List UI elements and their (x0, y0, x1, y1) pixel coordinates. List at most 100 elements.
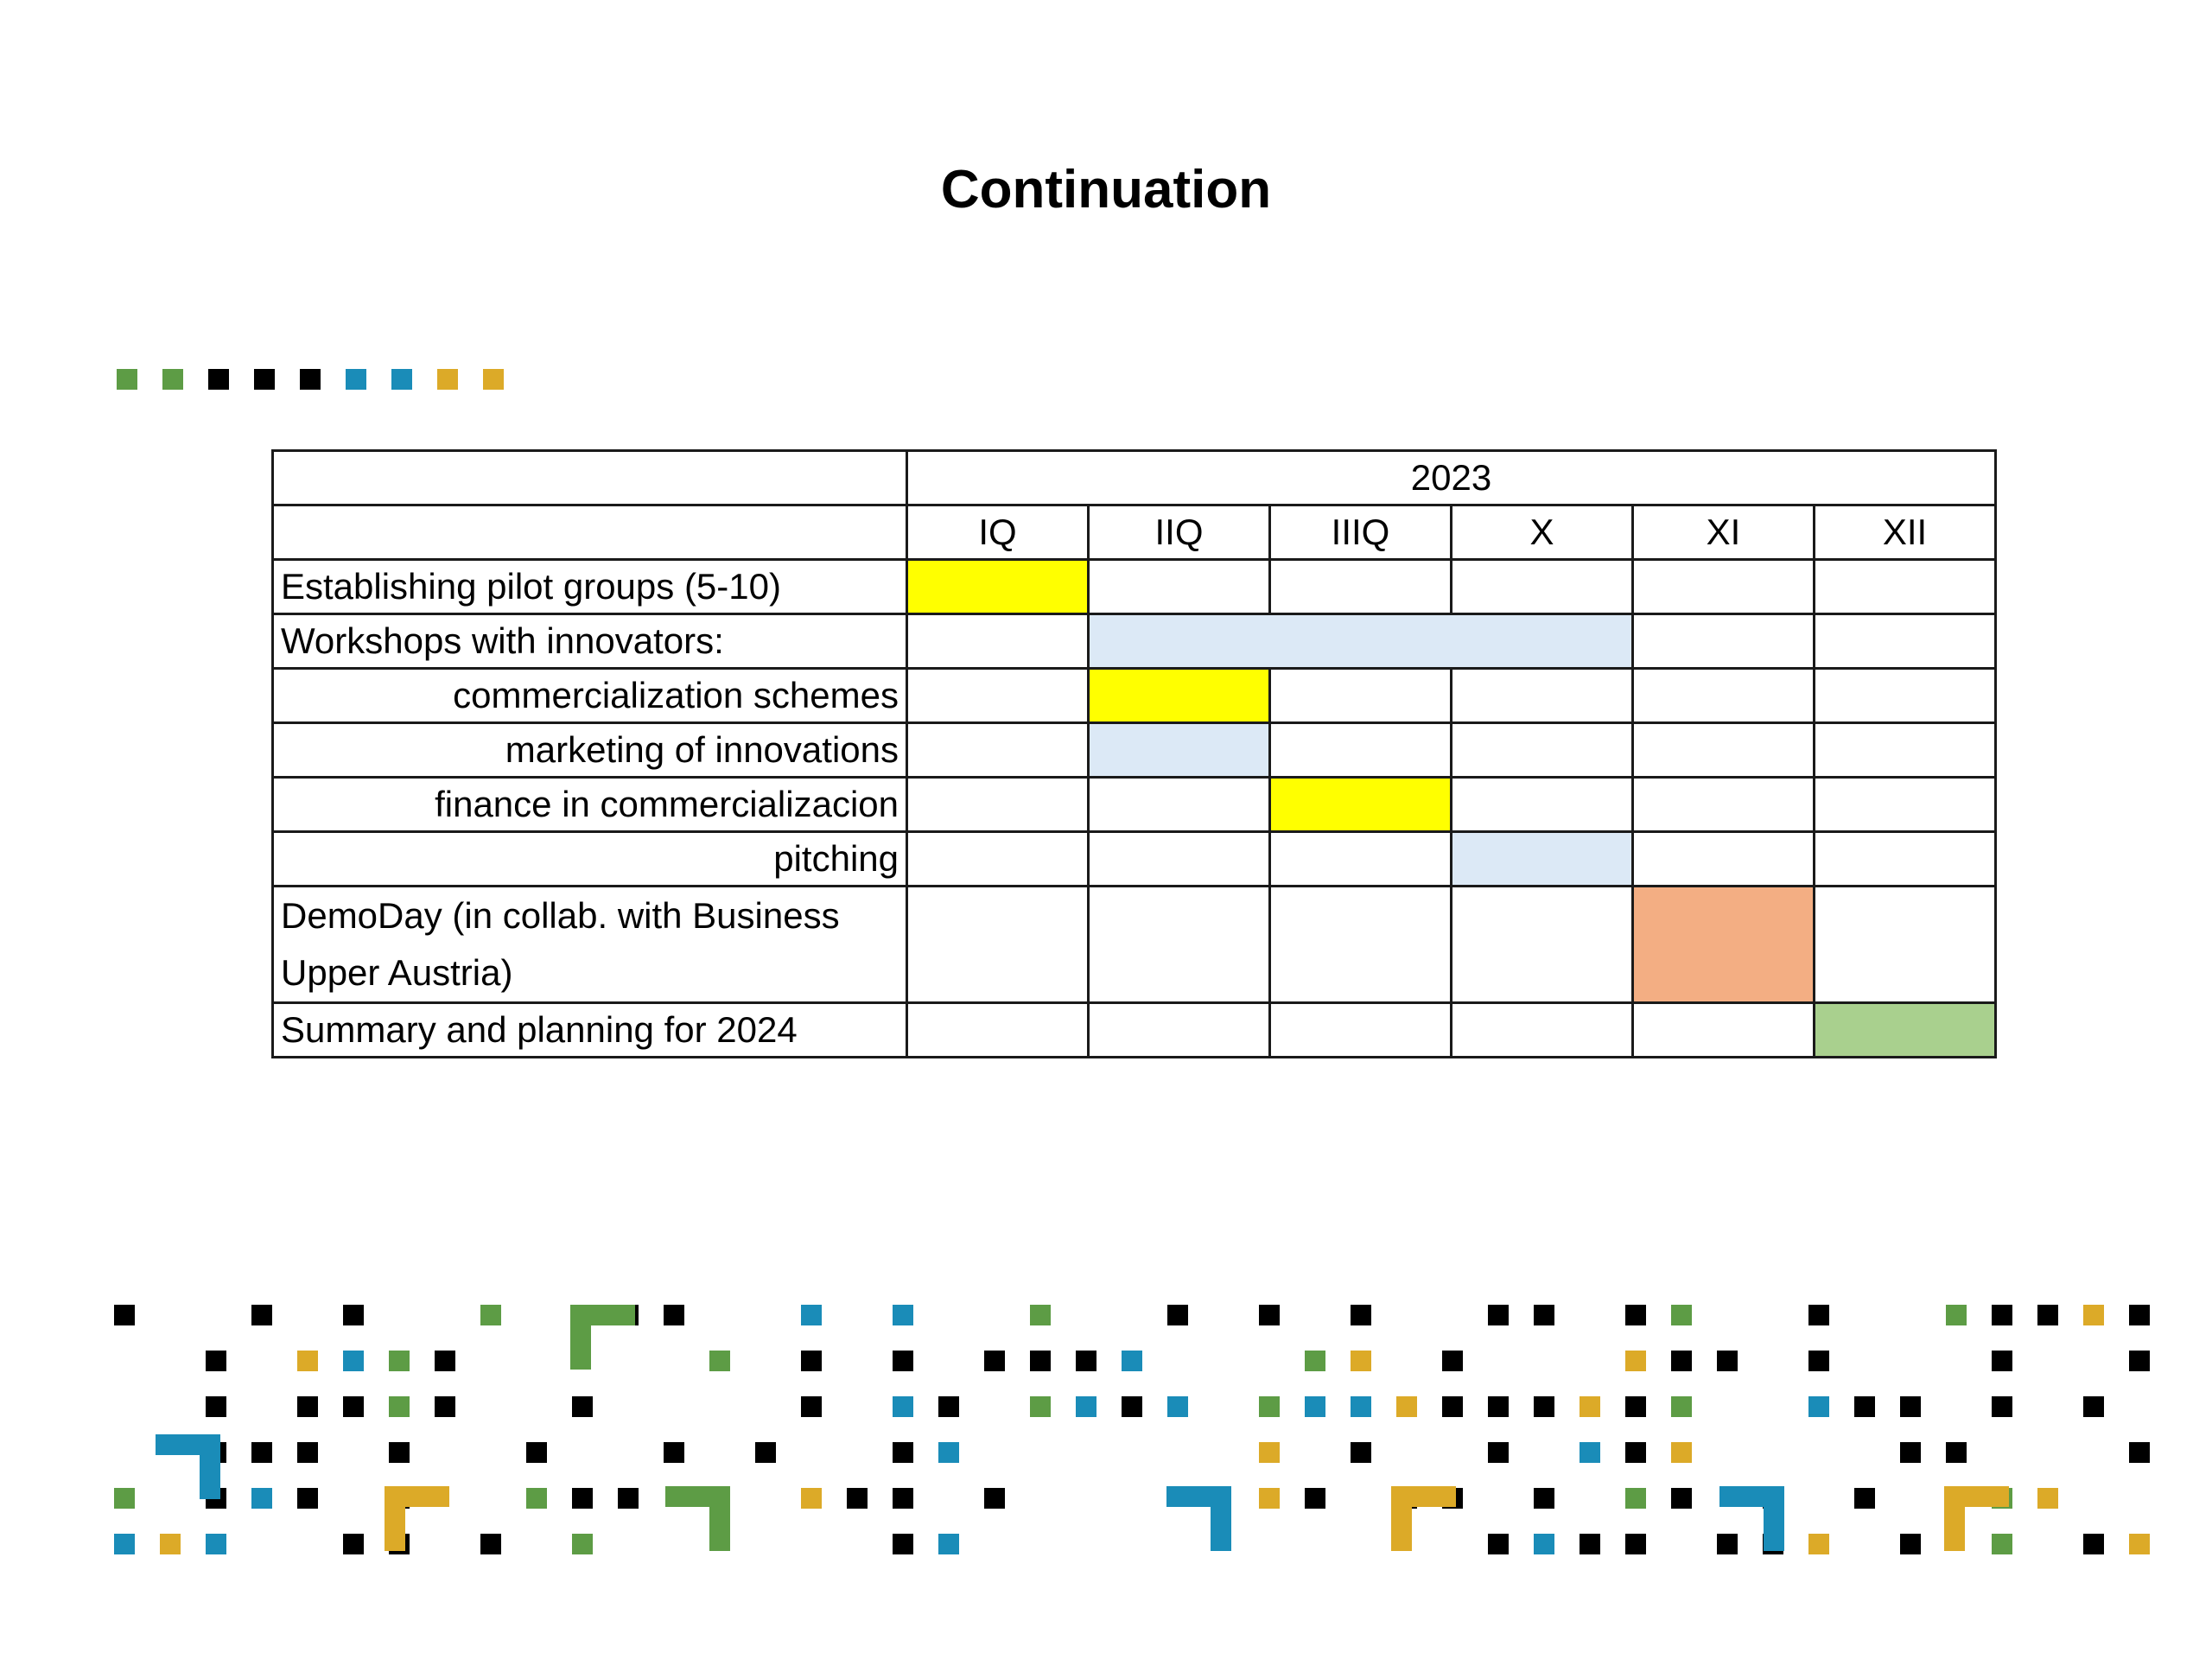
task-row: Workshops with innovators: (271, 613, 1997, 670)
schedule-bar (1813, 1001, 1997, 1058)
decorative-square (2129, 1305, 2150, 1325)
schedule-cell (1813, 885, 1997, 1004)
decorative-square (1396, 1396, 1417, 1417)
decorative-square (1854, 1396, 1875, 1417)
schedule-cell (906, 613, 1090, 670)
task-label: finance in commercializacion (271, 776, 908, 833)
decorative-square (343, 1396, 364, 1417)
decorative-square (2129, 1534, 2150, 1554)
decorative-square (114, 1305, 135, 1325)
decorative-square (1259, 1305, 1280, 1325)
schedule-bar (1631, 885, 1815, 1004)
decorative-square (435, 1351, 455, 1371)
decorative-bracket (570, 1305, 635, 1370)
task-label: marketing of innovations (271, 721, 908, 779)
decorative-square (1488, 1442, 1509, 1463)
decorative-square (1122, 1396, 1142, 1417)
schedule-cell (906, 776, 1090, 833)
schedule-cell (1087, 558, 1271, 615)
task-row: DemoDay (in collab. with Business Upper … (271, 885, 1997, 1004)
decorative-square (1167, 1396, 1188, 1417)
decorative-square (709, 1351, 730, 1371)
decorative-square (526, 1442, 547, 1463)
schedule-cell (1813, 721, 1997, 779)
decorative-square (801, 1351, 822, 1371)
task-label: Workshops with innovators: (271, 613, 908, 670)
decorative-square (2037, 1488, 2058, 1509)
decorative-square (483, 369, 504, 390)
decorative-square (1534, 1396, 1554, 1417)
decorative-square (1351, 1305, 1371, 1325)
decorative-bracket (385, 1486, 449, 1551)
task-row: pitching (271, 830, 1997, 887)
schedule-cell (1631, 776, 1815, 833)
task-label: Summary and planning for 2024 (271, 1001, 908, 1058)
decorative-square (1717, 1534, 1738, 1554)
decorative-square (2083, 1534, 2104, 1554)
decorative-square (526, 1488, 547, 1509)
decorative-square (1076, 1396, 1096, 1417)
decorative-square (2129, 1442, 2150, 1463)
decorative-square (1580, 1534, 1600, 1554)
schedule-table: 2023 IQ IIQ IIIQ X XI XII Establishing pilot gr… (271, 449, 1997, 1058)
decorative-square (1442, 1396, 1463, 1417)
schedule-cell (1813, 776, 1997, 833)
decorative-square (251, 1442, 272, 1463)
decorative-square (1900, 1534, 1921, 1554)
decorative-square (206, 1534, 226, 1554)
decorative-square (391, 369, 412, 390)
decorative-square (938, 1534, 959, 1554)
schedule-bar (1268, 776, 1452, 833)
decorative-square (1671, 1396, 1692, 1417)
decorative-square (1167, 1305, 1188, 1325)
schedule-cell (1631, 613, 1815, 670)
decorative-square (1808, 1396, 1829, 1417)
decorative-square (1992, 1305, 2012, 1325)
decorative-square (160, 1534, 181, 1554)
decorative-square (389, 1396, 410, 1417)
decorative-square (162, 369, 183, 390)
decorative-square (297, 1488, 318, 1509)
decorative-square (755, 1442, 776, 1463)
decorative-square (1625, 1488, 1646, 1509)
decorative-square (1442, 1351, 1463, 1371)
schedule-cell (1268, 885, 1452, 1004)
schedule-cell (1268, 667, 1452, 724)
schedule-cell (1631, 558, 1815, 615)
schedule-cell (1631, 667, 1815, 724)
schedule-cell (1450, 558, 1634, 615)
decorative-square-row (117, 369, 504, 390)
decorative-square (1992, 1534, 2012, 1554)
decorative-square (1808, 1305, 1829, 1325)
decorative-square (1900, 1396, 1921, 1417)
decorative-square (893, 1534, 913, 1554)
decorative-square (1122, 1351, 1142, 1371)
decorative-square (1488, 1305, 1509, 1325)
task-row: marketing of innovations (271, 721, 1997, 779)
schedule-bar (1087, 721, 1271, 779)
decorative-square (893, 1442, 913, 1463)
decorative-square (572, 1488, 593, 1509)
decorative-square (1717, 1351, 1738, 1371)
schedule-cell (1087, 830, 1271, 887)
schedule-cell (1450, 776, 1634, 833)
schedule-cell (1087, 885, 1271, 1004)
schedule-cell (1087, 1001, 1271, 1058)
decorative-square (346, 369, 366, 390)
decorative-square (572, 1396, 593, 1417)
page-title: Continuation (940, 160, 1272, 219)
task-row: finance in commercializacion (271, 776, 1997, 833)
decorative-square (984, 1351, 1005, 1371)
decorative-square (1030, 1351, 1051, 1371)
decorative-square (2037, 1305, 2058, 1325)
schedule-cell (1450, 885, 1634, 1004)
decorative-square (1534, 1534, 1554, 1554)
decorative-square (1625, 1442, 1646, 1463)
decorative-square (1351, 1351, 1371, 1371)
decorative-square (1808, 1534, 1829, 1554)
task-label: commercialization schemes (271, 667, 908, 724)
decorative-square (1625, 1534, 1646, 1554)
decorative-square (1625, 1396, 1646, 1417)
schedule-cell (1631, 721, 1815, 779)
decorative-square (1625, 1351, 1646, 1371)
